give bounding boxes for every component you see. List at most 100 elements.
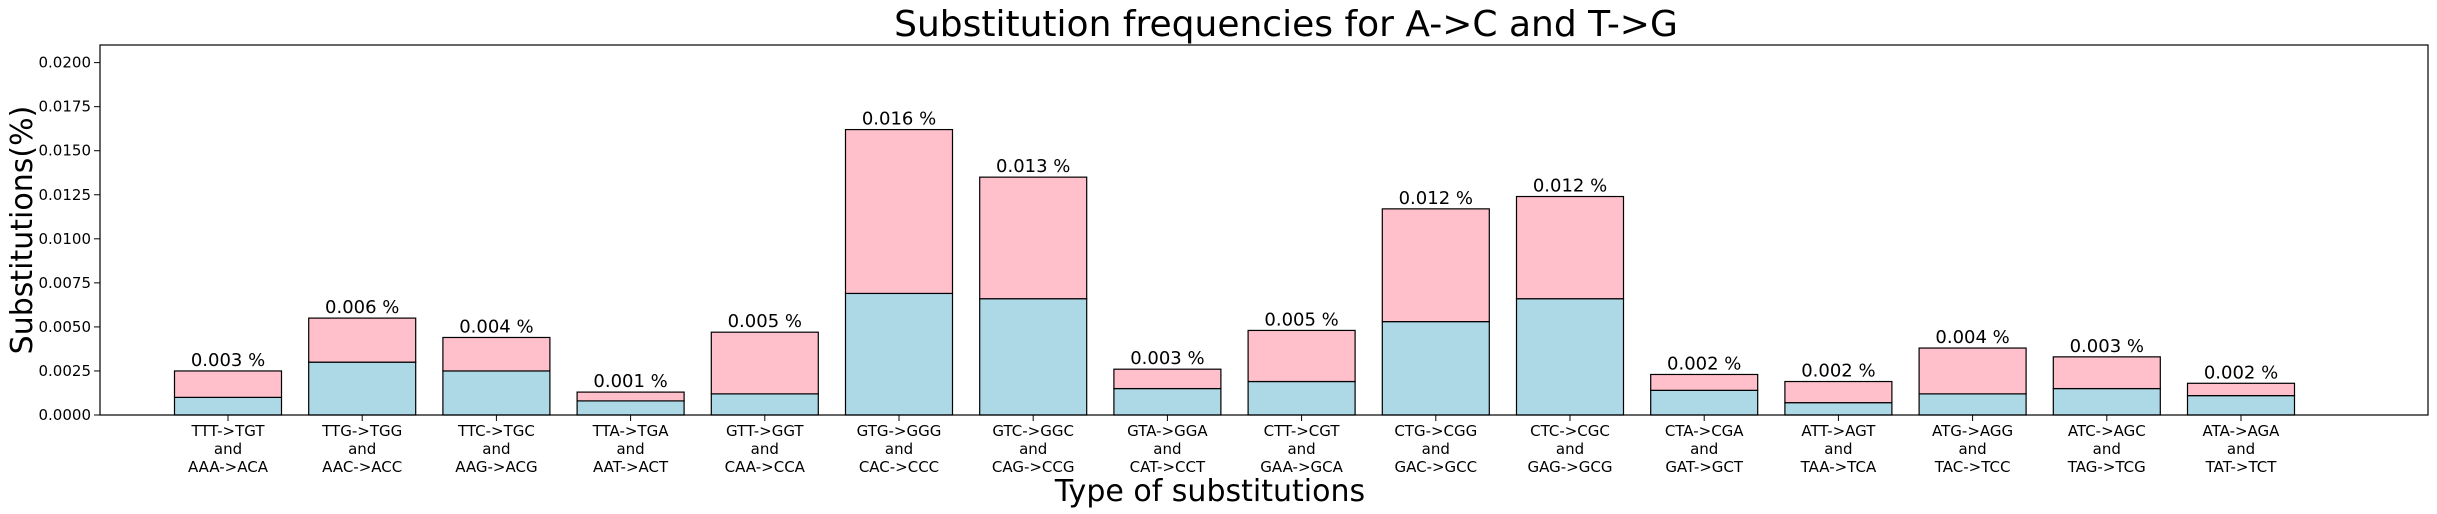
x-tick-label-line: AAC->ACC bbox=[322, 458, 402, 476]
bar-lower-segment bbox=[1650, 389, 1759, 416]
bar-lower-segment bbox=[1515, 298, 1625, 416]
x-tick-label-line: TTA->TGA bbox=[592, 422, 670, 440]
bar-lower-segment bbox=[2186, 395, 2296, 416]
x-tick-label: TTC->TGC and AAG->ACG bbox=[455, 422, 537, 476]
bar-lower-segment bbox=[1784, 402, 1893, 416]
x-tick-label-line: GAG->GCG bbox=[1528, 458, 1613, 476]
bar-data-label: 0.003 % bbox=[2070, 336, 2144, 357]
x-tick-label-line: CAC->CCC bbox=[859, 458, 939, 476]
x-tick-label: GTA->GGA and CAT->CCT bbox=[1127, 422, 1208, 476]
bar-upper-segment bbox=[2186, 382, 2296, 397]
x-tick-label-line: AAT->ACT bbox=[593, 458, 669, 476]
y-tick-label: 0.0000 bbox=[39, 406, 92, 424]
bar-data-label: 0.002 % bbox=[1667, 353, 1741, 374]
x-tick-label-line: AAA->ACA bbox=[188, 458, 269, 476]
bar-lower-segment bbox=[710, 393, 819, 416]
x-tick-label: GTC->GGC and CAG->CCG bbox=[992, 422, 1075, 476]
x-axis-label: Type of substitutions bbox=[1054, 474, 1365, 509]
x-tick-label-line: TAA->TCA bbox=[1800, 458, 1877, 476]
bar-lower-segment bbox=[442, 370, 551, 416]
x-tick-label-line: GAC->GCC bbox=[1394, 458, 1477, 476]
bar-data-label: 0.012 % bbox=[1399, 188, 1473, 209]
data-labels-layer: 0.003 % 0.006 % 0.004 % 0.001 % 0.005 % 0.016… bbox=[191, 109, 2278, 393]
y-axis-label: Substitutions(%) bbox=[5, 106, 40, 355]
bar-lower-segment bbox=[979, 298, 1088, 416]
y-tick-label: 0.0150 bbox=[39, 142, 92, 160]
x-tick-label: ATT->AGT and TAA->TCA bbox=[1800, 422, 1877, 476]
bar-data-label: 0.002 % bbox=[2204, 362, 2278, 383]
x-tick-label-line: ATA->AGA bbox=[2203, 422, 2281, 440]
x-tick-label: CTG->CGG and GAC->GCC bbox=[1394, 422, 1477, 476]
x-tick-label-line: CAA->CCA bbox=[725, 458, 806, 476]
bar-upper-segment bbox=[844, 128, 954, 295]
x-tick-label-line: ATC->AGC bbox=[2068, 422, 2146, 440]
y-tick-label: 0.0125 bbox=[39, 186, 92, 204]
y-tick-label: 0.0100 bbox=[39, 230, 92, 248]
x-tick-label-line: CTG->CGG bbox=[1394, 422, 1477, 440]
x-tick-label-line: and bbox=[751, 440, 779, 458]
x-tick-label-line: CAT->CCT bbox=[1130, 458, 1206, 476]
bar-data-label: 0.003 % bbox=[1130, 348, 1204, 369]
bar-data-label: 0.001 % bbox=[593, 371, 667, 392]
bar-upper-segment bbox=[1784, 380, 1893, 404]
bar-data-label: 0.002 % bbox=[1801, 361, 1875, 382]
bar-upper-segment bbox=[1381, 208, 1490, 323]
x-tick-label: ATG->AGG and TAC->TCC bbox=[1932, 422, 2013, 476]
x-tick-label-line: and bbox=[348, 440, 376, 458]
bar-lower-segment bbox=[1381, 321, 1490, 416]
ticks-layer: 0.0000 0.0025 0.0050 0.0075 0.0100 0.0125 0.01… bbox=[39, 54, 2281, 476]
x-tick-label-line: TTT->TGT bbox=[191, 422, 266, 440]
chart-title: Substitution frequencies for A->C and T-… bbox=[894, 4, 1678, 45]
x-tick-label: ATA->AGA and TAT->TCT bbox=[2203, 422, 2281, 476]
x-tick-label-line: and bbox=[2093, 440, 2121, 458]
bar-lower-segment bbox=[173, 396, 283, 416]
x-tick-label-line: TTC->TGC bbox=[457, 422, 535, 440]
x-tick-label-line: and bbox=[1958, 440, 1986, 458]
y-tick-label: 0.0200 bbox=[39, 54, 92, 72]
x-tick-label-line: and bbox=[1824, 440, 1852, 458]
x-tick-label-line: and bbox=[1019, 440, 1047, 458]
bar-data-label: 0.013 % bbox=[996, 156, 1070, 177]
bar-upper-segment bbox=[442, 336, 551, 372]
bar-upper-segment bbox=[1515, 195, 1625, 300]
y-tick-label: 0.0175 bbox=[39, 98, 92, 116]
x-tick-label-line: GTG->GGG bbox=[857, 422, 942, 440]
y-tick-label: 0.0025 bbox=[39, 362, 92, 380]
bar-data-label: 0.003 % bbox=[191, 350, 265, 371]
x-tick-label-line: and bbox=[1690, 440, 1718, 458]
x-tick-label: TTG->TGG and AAC->ACC bbox=[321, 422, 402, 476]
bar-upper-segment bbox=[979, 176, 1088, 300]
x-tick-label-line: ATG->AGG bbox=[1932, 422, 2013, 440]
bar-upper-segment bbox=[2052, 356, 2161, 390]
bar-data-label: 0.012 % bbox=[1533, 176, 1607, 197]
x-tick-label-line: and bbox=[2227, 440, 2255, 458]
x-tick-label-line: and bbox=[1287, 440, 1315, 458]
x-tick-label-line: and bbox=[1422, 440, 1450, 458]
y-tick-label: 0.0050 bbox=[39, 318, 92, 336]
bar-lower-segment bbox=[844, 292, 954, 416]
x-tick-label: CTT->CGT and GAA->GCA bbox=[1260, 422, 1343, 476]
x-tick-label-line: ATT->AGT bbox=[1801, 422, 1876, 440]
x-tick-label-line: and bbox=[885, 440, 913, 458]
x-tick-label: CTC->CGC and GAG->GCG bbox=[1528, 422, 1613, 476]
bar-upper-segment bbox=[1247, 329, 1356, 383]
x-tick-label-line: CTA->CGA bbox=[1665, 422, 1744, 440]
bar-lower-segment bbox=[2052, 387, 2161, 416]
x-tick-label: TTA->TGA and AAT->ACT bbox=[592, 422, 670, 476]
x-tick-label-line: GAA->GCA bbox=[1260, 458, 1343, 476]
x-tick-label-line: TTG->TGG bbox=[321, 422, 402, 440]
bar-lower-segment bbox=[576, 400, 685, 416]
x-tick-label-line: CTT->CGT bbox=[1264, 422, 1341, 440]
x-tick-label: GTT->GGT and CAA->CCA bbox=[725, 422, 806, 476]
x-tick-label-line: and bbox=[1556, 440, 1584, 458]
plot-frame bbox=[99, 44, 2429, 416]
x-tick-label-line: TAC->TCC bbox=[1934, 458, 2011, 476]
bar-data-label: 0.016 % bbox=[862, 109, 936, 130]
x-tick-label-line: and bbox=[214, 440, 242, 458]
x-tick-label-line: TAG->TCG bbox=[2067, 458, 2146, 476]
x-tick-label: ATC->AGC and TAG->TCG bbox=[2067, 422, 2146, 476]
x-tick-label-line: CAG->CCG bbox=[992, 458, 1075, 476]
x-tick-label-line: GTC->GGC bbox=[992, 422, 1074, 440]
